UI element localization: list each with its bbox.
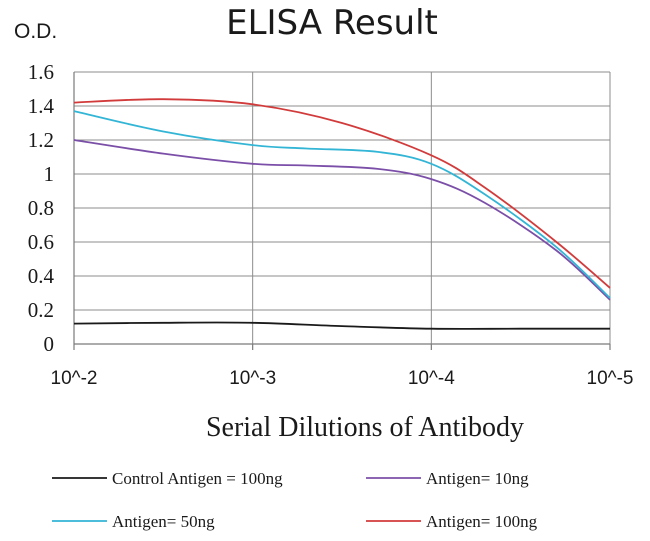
y-tick-label: 0.4	[28, 264, 55, 288]
series-line-2	[73, 139, 611, 301]
y-axis-label: O.D.	[14, 20, 57, 43]
y-tick-label: 0.6	[28, 230, 54, 254]
legend: Control Antigen = 100ng Antigen= 10ng Anti…	[52, 469, 538, 531]
series-lines	[73, 98, 611, 330]
series-line-4	[73, 98, 611, 289]
legend-label: Antigen= 10ng	[426, 469, 529, 488]
y-tick-label: 0	[44, 332, 55, 356]
chart-title: ELISA Result	[226, 3, 438, 43]
legend-item: Control Antigen = 100ng	[52, 469, 283, 488]
legend-item: Antigen= 50ng	[52, 512, 215, 531]
tick-labels: 0 0.2 0.4 0.6 0.8 1 1.2 1.4 1.6 10^-2 10^-3 10^-4 10…	[28, 60, 634, 389]
x-tick-label: 10^-3	[229, 368, 276, 389]
x-tick-label: 10^-5	[587, 368, 634, 389]
y-tick-label: 1.4	[28, 94, 55, 118]
series-line-3	[73, 110, 611, 299]
x-tick-label: 10^-2	[51, 368, 98, 389]
legend-label: Control Antigen = 100ng	[112, 469, 283, 488]
x-axis-label: Serial Dilutions of Antibody	[206, 412, 524, 443]
legend-item: Antigen= 100ng	[366, 512, 538, 531]
y-tick-label: 1.6	[28, 60, 54, 84]
y-tick-label: 0.2	[28, 298, 54, 322]
y-tick-label: 0.8	[28, 196, 54, 220]
series-line-1	[73, 321, 610, 330]
legend-label: Antigen= 100ng	[426, 512, 538, 531]
grid	[73, 71, 611, 350]
y-tick-label: 1	[44, 162, 55, 186]
x-tick-label: 10^-4	[408, 368, 455, 389]
y-tick-label: 1.2	[28, 128, 54, 152]
legend-label: Antigen= 50ng	[112, 512, 215, 531]
legend-item: Antigen= 10ng	[366, 469, 529, 488]
